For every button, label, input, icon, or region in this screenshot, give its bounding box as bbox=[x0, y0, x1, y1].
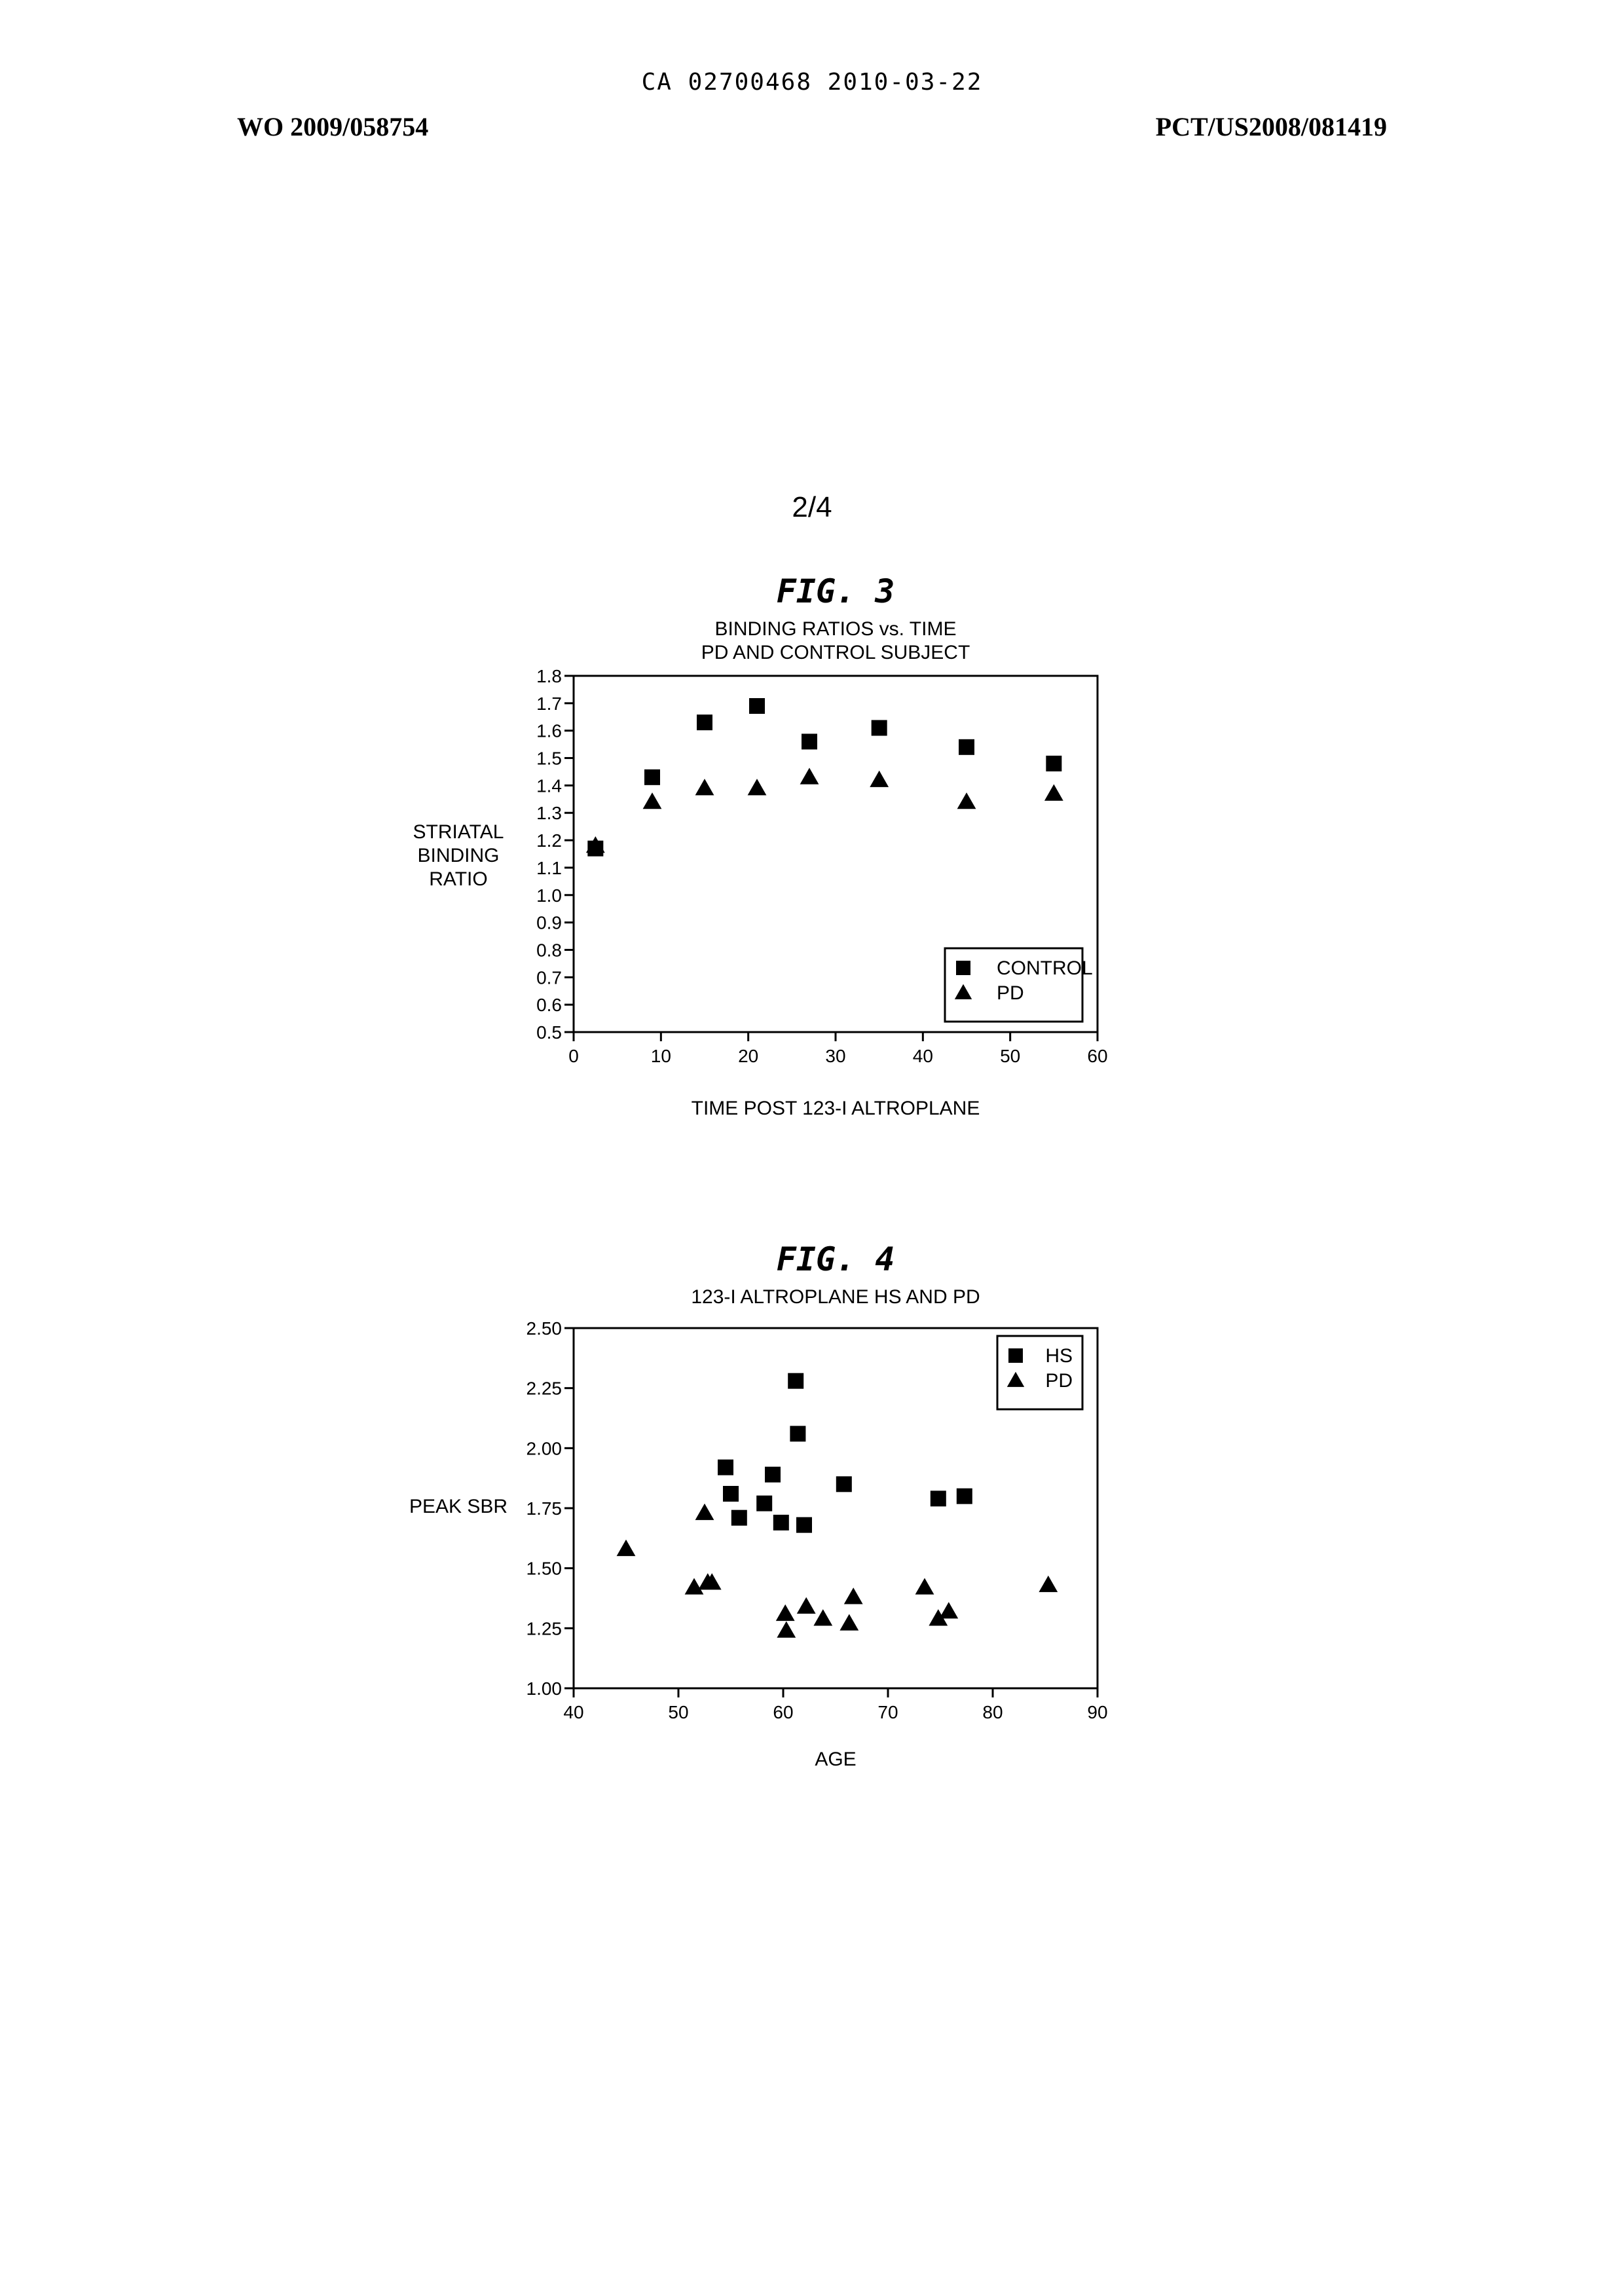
chart-title: 123-I ALTROPLANE HS AND PD bbox=[691, 1286, 980, 1308]
data-point-control bbox=[802, 733, 817, 749]
x-tick-label: 60 bbox=[773, 1702, 793, 1722]
data-point-pd bbox=[844, 1587, 863, 1604]
x-tick-label: 90 bbox=[1087, 1702, 1107, 1722]
data-point-hs bbox=[931, 1491, 946, 1506]
x-tick-label: 40 bbox=[563, 1702, 583, 1722]
data-point-control bbox=[1046, 756, 1061, 771]
y-tick-label: 0.5 bbox=[536, 1022, 562, 1043]
y-tick-label: 2.50 bbox=[526, 1318, 563, 1339]
data-point-pd bbox=[777, 1621, 796, 1638]
legend-marker-hs bbox=[1008, 1348, 1023, 1363]
y-tick-label: 1.4 bbox=[536, 775, 562, 796]
chart-title: BINDING RATIOS vs. TIME bbox=[715, 618, 957, 640]
y-tick-label: 1.3 bbox=[536, 803, 562, 823]
x-tick-label: 0 bbox=[568, 1046, 579, 1066]
data-point-pd bbox=[813, 1609, 832, 1625]
data-point-hs bbox=[765, 1467, 781, 1483]
data-point-pd bbox=[915, 1578, 934, 1595]
publication-number: WO 2009/058754 bbox=[237, 111, 428, 142]
data-point-hs bbox=[796, 1517, 812, 1533]
data-point-pd bbox=[617, 1540, 636, 1556]
data-point-hs bbox=[773, 1515, 789, 1530]
figure-label: FIG. 4 bbox=[777, 1240, 895, 1278]
data-point-hs bbox=[756, 1496, 772, 1511]
legend-label: HS bbox=[1045, 1345, 1073, 1367]
data-point-pd bbox=[776, 1604, 795, 1621]
fig3-chart: FIG. 3 BINDING RATIOS vs. TIMEPD AND CONT… bbox=[0, 550, 1624, 1166]
y-tick-label: 1.50 bbox=[526, 1559, 563, 1579]
data-point-pd bbox=[870, 771, 889, 787]
x-tick-label: 10 bbox=[651, 1046, 671, 1066]
legend-label: PD bbox=[1045, 1370, 1073, 1392]
data-point-control bbox=[644, 769, 660, 785]
legend-label: CONTROL bbox=[997, 957, 1093, 979]
y-tick-label: 1.6 bbox=[536, 721, 562, 741]
data-point-control bbox=[959, 739, 974, 755]
data-point-hs bbox=[957, 1489, 972, 1504]
legend-label: PD bbox=[997, 982, 1024, 1004]
y-axis-label: RATIO bbox=[429, 868, 487, 890]
data-point-pd bbox=[695, 1504, 714, 1520]
data-point-control bbox=[872, 720, 887, 736]
x-tick-label: 40 bbox=[913, 1046, 933, 1066]
data-point-pd bbox=[1039, 1576, 1058, 1592]
data-point-control bbox=[697, 714, 712, 730]
data-point-hs bbox=[790, 1426, 805, 1441]
data-point-pd bbox=[643, 792, 662, 809]
x-tick-label: 20 bbox=[738, 1046, 758, 1066]
data-point-hs bbox=[836, 1476, 852, 1492]
chart-subtitle: PD AND CONTROL SUBJECT bbox=[701, 642, 970, 663]
y-tick-label: 1.25 bbox=[526, 1618, 563, 1639]
data-point-pd bbox=[957, 792, 976, 809]
data-point-pd bbox=[797, 1597, 816, 1614]
y-tick-label: 0.6 bbox=[536, 995, 562, 1015]
data-point-hs bbox=[718, 1460, 733, 1475]
y-tick-label: 1.1 bbox=[536, 858, 562, 878]
document-id-line: CA 02700468 2010-03-22 bbox=[0, 69, 1624, 96]
y-tick-label: 0.9 bbox=[536, 913, 562, 933]
x-axis-label: TIME POST 123-I ALTROPLANE bbox=[692, 1098, 980, 1119]
y-tick-label: 1.0 bbox=[536, 885, 562, 906]
y-tick-label: 0.7 bbox=[536, 967, 562, 988]
data-point-pd bbox=[748, 779, 767, 795]
x-tick-label: 70 bbox=[877, 1702, 898, 1722]
y-tick-label: 1.7 bbox=[536, 694, 562, 714]
x-tick-label: 60 bbox=[1087, 1046, 1107, 1066]
y-axis-label: PEAK SBR bbox=[409, 1496, 507, 1517]
data-point-hs bbox=[723, 1486, 739, 1502]
y-tick-label: 0.8 bbox=[536, 940, 562, 960]
data-point-pd bbox=[840, 1614, 858, 1631]
y-tick-label: 1.00 bbox=[526, 1678, 563, 1699]
y-tick-label: 1.5 bbox=[536, 749, 562, 769]
y-axis-label: STRIATAL bbox=[413, 821, 504, 843]
data-point-pd bbox=[939, 1602, 958, 1618]
y-tick-label: 2.25 bbox=[526, 1379, 563, 1399]
y-axis-label: BINDING bbox=[417, 845, 499, 866]
data-point-pd bbox=[800, 768, 819, 784]
y-tick-label: 1.75 bbox=[526, 1498, 563, 1519]
data-point-pd bbox=[695, 779, 714, 795]
data-point-hs bbox=[731, 1510, 747, 1526]
x-tick-label: 50 bbox=[668, 1702, 688, 1722]
fig4-chart: FIG. 4 123-I ALTROPLANE HS AND PD 1.00 1.25… bbox=[0, 1225, 1624, 1801]
application-number: PCT/US2008/081419 bbox=[1156, 111, 1387, 142]
data-point-hs bbox=[788, 1373, 803, 1389]
y-tick-label: 1.2 bbox=[536, 830, 562, 851]
y-tick-label: 2.00 bbox=[526, 1438, 563, 1458]
data-point-pd bbox=[1044, 785, 1063, 801]
data-point-control bbox=[749, 698, 765, 714]
x-tick-label: 80 bbox=[982, 1702, 1003, 1722]
x-tick-label: 30 bbox=[825, 1046, 845, 1066]
legend-marker-control bbox=[956, 961, 970, 975]
x-tick-label: 50 bbox=[1000, 1046, 1020, 1066]
x-axis-label: AGE bbox=[815, 1749, 856, 1770]
figure-label: FIG. 3 bbox=[777, 572, 895, 610]
sheet-number: 2/4 bbox=[0, 491, 1624, 524]
y-tick-label: 1.8 bbox=[536, 666, 562, 686]
